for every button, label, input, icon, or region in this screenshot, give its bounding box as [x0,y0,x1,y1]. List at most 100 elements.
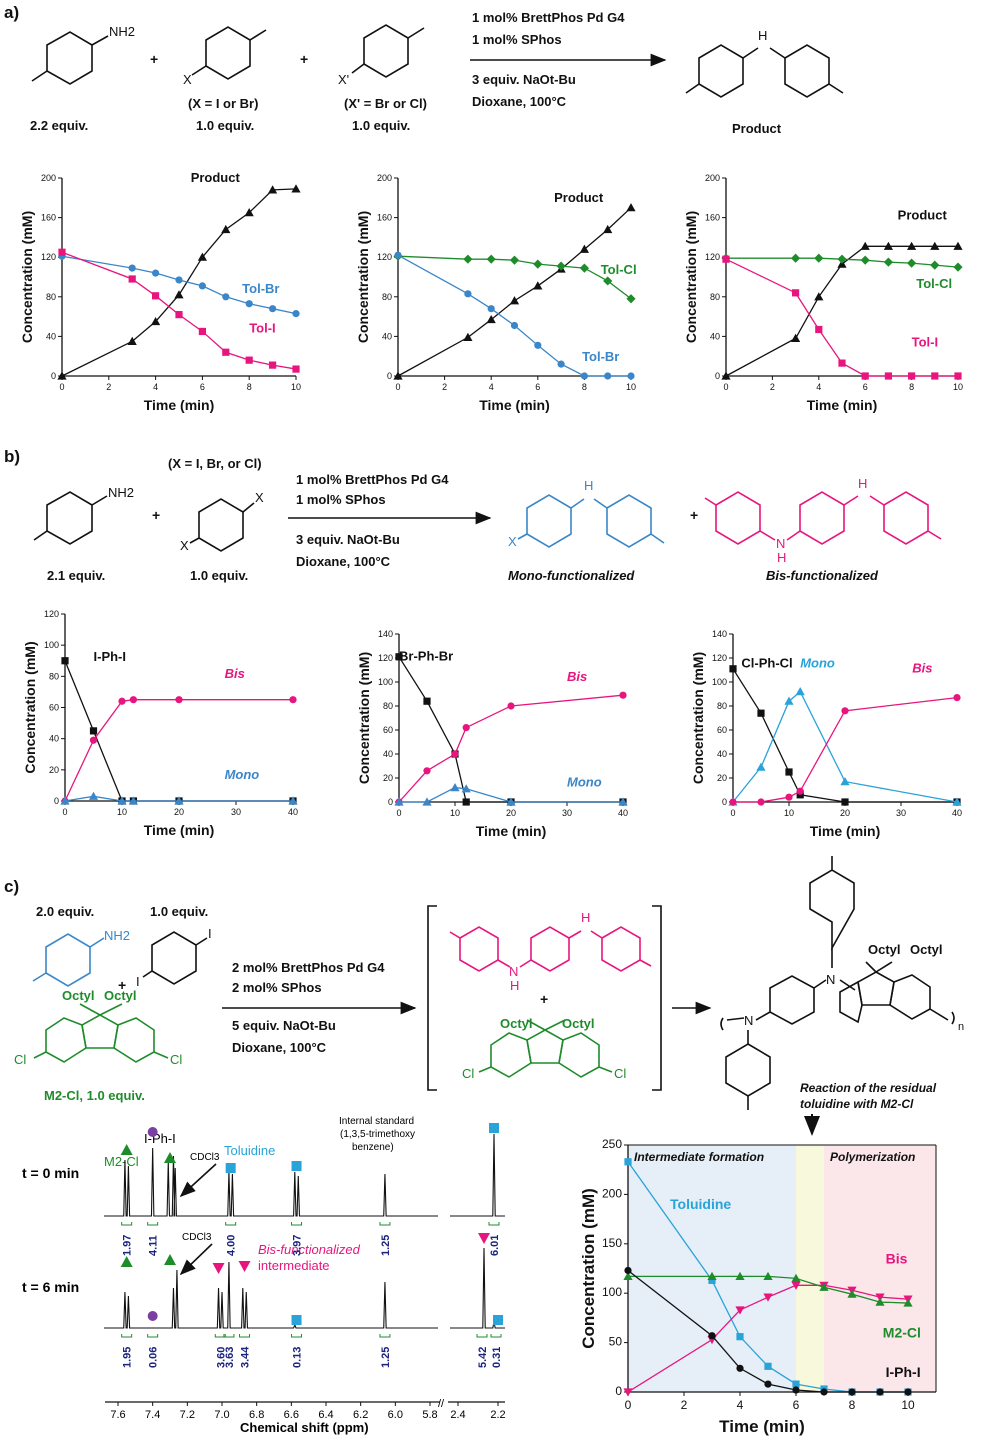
x-tick-label: 8 [849,1398,856,1412]
data-point [128,796,138,805]
series-Tol-Br: Tol-Br [394,251,635,380]
x-note-b: (X = I, Br, or Cl) [168,456,262,471]
nmr-bis-marker [478,1233,490,1244]
nmr-integral-bracket [223,1334,235,1338]
data-point [451,750,459,758]
y-tick-label: 60 [717,725,727,735]
x-tick-label: 6 [200,382,205,392]
data-point [792,1386,800,1394]
chart-b2: 0 20 40 60 80 100 120 140 0 10 20 30 40 Time (min) Con… [356,629,628,839]
series-label: Tol-Cl [916,276,952,291]
x-tick-label: 0 [62,807,67,817]
octyl-label-c2: Octyl [104,988,137,1003]
data-point [197,252,207,261]
data-point [860,241,870,250]
annotation-line1-c: Reaction of the residual [800,1081,937,1095]
data-point [952,797,962,806]
data-point [735,1271,745,1281]
data-point [464,290,472,298]
scheme-c: 2.0 equiv. 1.0 equiv. NH2 + I I Octyl Oc… [14,856,964,1136]
y-tick-label: 200 [705,173,720,183]
data-point [883,241,893,250]
y-tick-label: 160 [377,213,392,223]
data-point [791,1273,801,1282]
series-label: Bis [225,666,245,681]
data-point [623,1388,633,1397]
data-point [847,1289,857,1298]
data-point [796,787,804,795]
dihalobenzene-structure-b [189,498,255,552]
nmr-cdcl3-label-0: CDCl3 [190,1152,220,1163]
data-point [506,797,516,806]
mono-structure-b [517,494,665,548]
octyl-label-c5: Octyl [868,942,901,957]
x-label-b1: X [255,490,264,505]
x-tick-label: 6 [863,382,868,392]
data-point [603,276,613,286]
data-point [510,321,519,330]
nmr-tick-label: 7.0 [214,1409,229,1421]
data-point [394,251,402,259]
data-point [222,348,230,356]
data-point [907,258,917,268]
data-point [764,1380,772,1388]
nmr-integral-value: 3.44 [240,1346,252,1368]
reagent-equiv-b2: 1.0 equiv. [190,568,248,583]
series-Tol-Br: Tol-Br [58,252,300,318]
data-point [450,783,460,792]
y-axis-label: Concentration (mM) [683,211,699,343]
condition-b1: 1 mol% BrettPhos Pd G4 [296,472,449,487]
x-tick-label: 0 [396,808,401,818]
condition-a3: 3 equiv. NaOt-Bu [472,72,576,87]
series-M2-Cl: M2-Cl [623,1271,921,1341]
y-axis-label: Concentration (mM) [579,1188,598,1349]
series-line [64,795,293,802]
polymer-n-subscript-c: n [958,1021,964,1033]
data-point [292,365,300,373]
data-point [507,702,515,710]
y-tick-label: 120 [44,609,59,619]
polymer-n1-label-c: N [744,1013,753,1028]
octyl-label-c3: Octyl [500,1016,533,1031]
y-tick-label: 40 [710,331,720,341]
reagent-equiv-c1: 2.0 equiv. [36,904,94,919]
i-label-c1: I [208,926,212,941]
nmr-toluidine-marker [493,1315,503,1325]
series-Product: Product [393,190,636,380]
x-label-a: X [183,72,192,87]
y-tick-label: 100 [712,677,727,687]
data-point [736,1333,744,1341]
y-axis-label: Concentration (mM) [19,211,35,343]
data-point [58,248,66,256]
data-point [395,653,403,661]
nmr-tick-label: 6.2 [353,1409,368,1421]
data-point [820,1388,828,1396]
y-tick-label: 50 [609,1335,623,1349]
x-tick-label: 6 [793,1398,800,1412]
data-point [462,724,470,732]
data-point [128,275,136,283]
data-point [117,796,127,805]
data-point [763,1293,773,1302]
x-tick-label: 30 [231,807,241,817]
y-tick-label: 40 [717,749,727,759]
series-Tol-I: Tol-I [58,248,300,373]
series-label: Bis [912,660,932,675]
data-point [795,687,805,696]
data-point [198,327,206,336]
y-tick-label: 60 [383,725,393,735]
condition-b3: 3 equiv. NaOt-Bu [296,532,400,547]
scheme-a: NH2 2.2 equiv. + X (X = I or Br) 1.0 equ… [30,10,844,136]
series-Mono: Mono [728,656,962,806]
nmr-tick-label: 7.2 [180,1409,195,1421]
condition-a1: 1 mol% BrettPhos Pd G4 [472,10,625,25]
reagent-equiv-a1: 2.2 equiv. [30,118,88,133]
series-label: Product [554,190,604,205]
data-point [579,263,589,273]
data-point [118,697,126,705]
data-point [245,356,253,364]
x-tick-label: 10 [450,808,460,818]
series-label: Br-Ph-Br [399,648,453,663]
data-point [904,1388,912,1396]
chart-b3: 0 20 40 60 80 100 120 140 0 10 20 30 40 Time (min) Con… [690,629,962,839]
